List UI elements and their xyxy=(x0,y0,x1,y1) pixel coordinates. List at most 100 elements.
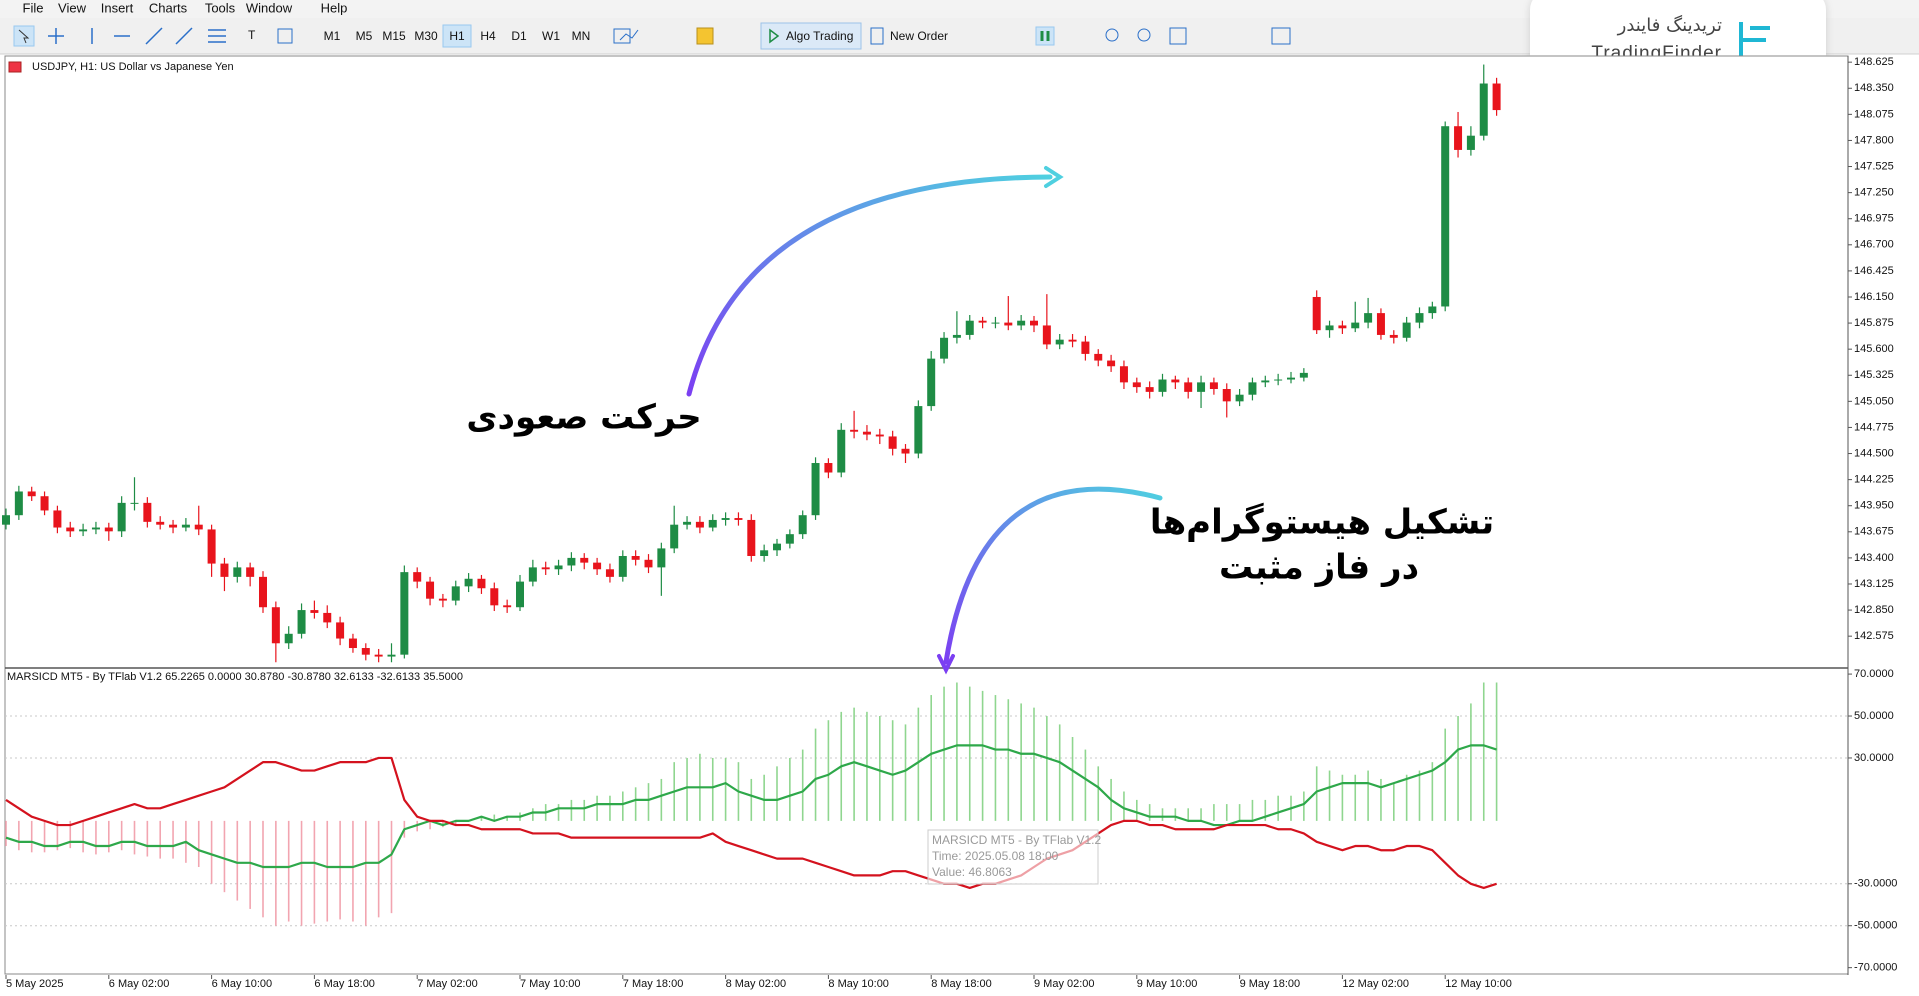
menu-item[interactable]: Window xyxy=(246,0,293,15)
symbol-label: USDJPY, H1: US Dollar vs Japanese Yen xyxy=(32,61,234,73)
candle-body xyxy=(361,648,370,655)
play-icon xyxy=(769,28,780,44)
logo-fa: تریدینگ فایندر xyxy=(1617,14,1722,36)
timeframe-button[interactable]: M15 xyxy=(382,29,406,43)
toolbar-buttons: T M1 M5 M15 M30 H1 H4 D1 W1 MN Algo Trading New Or… xyxy=(13,22,1291,50)
price-tick-label: 144.775 xyxy=(1854,421,1894,433)
new-order-label[interactable]: New Order xyxy=(890,29,948,43)
candle-body xyxy=(181,524,190,528)
time-label: 5 May 2025 xyxy=(6,978,63,990)
time-label: 7 May 10:00 xyxy=(520,978,581,990)
price-tick-label: 147.800 xyxy=(1854,134,1894,146)
menu: File View Insert Charts Tools Window Help xyxy=(23,0,348,15)
candle-body xyxy=(850,429,859,432)
menu-item[interactable]: View xyxy=(58,0,87,15)
timeframe-button[interactable]: MN xyxy=(572,29,591,43)
candle-body xyxy=(1094,353,1103,361)
candle-body xyxy=(1222,389,1231,402)
chart-type[interactable] xyxy=(613,28,631,44)
candle-body xyxy=(1299,372,1308,378)
zoom-out[interactable] xyxy=(1137,28,1151,42)
candle-body xyxy=(117,502,126,532)
time-label: 8 May 10:00 xyxy=(828,978,889,990)
menu-item[interactable]: Help xyxy=(321,0,348,15)
candle-body xyxy=(567,557,576,566)
price-tick-label: 146.700 xyxy=(1854,239,1894,251)
candle-body xyxy=(683,521,692,525)
price-tick-label: 143.125 xyxy=(1854,578,1894,590)
candle-body xyxy=(79,529,88,532)
candle-body xyxy=(1107,360,1116,367)
candle-body xyxy=(952,334,961,338)
timeframe-button[interactable]: H1 xyxy=(449,29,465,43)
timeframe-button[interactable]: H4 xyxy=(480,29,496,43)
candle-body xyxy=(91,527,100,530)
price-tick-label: 147.250 xyxy=(1854,187,1894,199)
algo-trading-label[interactable]: Algo Trading xyxy=(786,29,853,43)
candles-button[interactable] xyxy=(1035,26,1055,46)
tooltip-time: Time: 2025.05.08 18:00 xyxy=(932,849,1059,863)
candle-body xyxy=(901,448,910,454)
candle-body xyxy=(1351,322,1360,329)
candle-body xyxy=(1428,306,1437,314)
screenshot[interactable] xyxy=(1271,27,1291,45)
indicator-tick-label: -30.0000 xyxy=(1854,878,1897,890)
time-label: 9 May 02:00 xyxy=(1034,978,1095,990)
crosshair-icon[interactable] xyxy=(48,28,64,44)
candle-body xyxy=(451,586,460,601)
indicator-label: MARSICD MT5 - By TFlab V1.2 65.2265 0.00… xyxy=(7,671,463,683)
indicators[interactable] xyxy=(696,27,714,45)
cursor-tool[interactable] xyxy=(13,25,35,47)
indicator-tick-label: 30.0000 xyxy=(1854,752,1894,764)
candle-body xyxy=(348,638,357,649)
candle-body xyxy=(220,563,229,577)
drawing-tools[interactable] xyxy=(91,27,226,45)
candle-body xyxy=(259,576,267,608)
price-chart: 148.625 148.350 148.075 147.800 147.525 147.2… xyxy=(2,56,1894,990)
candle-body xyxy=(14,491,23,516)
price-tick-label: 146.150 xyxy=(1854,291,1894,303)
new-order-icon xyxy=(870,27,884,45)
shapes-tool[interactable] xyxy=(277,28,293,44)
candle-body xyxy=(194,524,203,530)
candle-body xyxy=(785,534,794,544)
candle-body xyxy=(438,598,447,601)
menu-item[interactable]: Tools xyxy=(205,0,236,15)
timeframe-button[interactable]: M1 xyxy=(324,29,341,43)
candle-body xyxy=(708,519,717,528)
candle-body xyxy=(760,550,769,556)
candle-body xyxy=(1197,382,1206,392)
zoom-in[interactable] xyxy=(1105,28,1119,42)
timeframe-button[interactable]: M30 xyxy=(414,29,438,43)
candle-body xyxy=(503,605,512,608)
timeframe-button[interactable]: D1 xyxy=(511,29,527,43)
timeframe-button[interactable]: W1 xyxy=(542,29,560,43)
time-label: 6 May 10:00 xyxy=(212,978,273,990)
candle-body xyxy=(27,491,36,497)
annotation-hist-2: در فاز مثبت xyxy=(1219,548,1419,588)
menu-item[interactable]: Insert xyxy=(101,0,134,15)
candle-body xyxy=(940,337,949,359)
time-label: 8 May 18:00 xyxy=(931,978,992,990)
menu-item[interactable]: Charts xyxy=(149,0,188,15)
tile-windows[interactable] xyxy=(1169,27,1187,45)
time-label: 6 May 18:00 xyxy=(314,978,375,990)
time-label: 9 May 10:00 xyxy=(1137,978,1198,990)
candle-body xyxy=(657,548,666,568)
candle-body xyxy=(40,496,49,511)
candle-body xyxy=(156,521,165,525)
menu-item[interactable]: File xyxy=(23,0,44,15)
timeframe-button[interactable]: M5 xyxy=(356,29,373,43)
line-chart-icon[interactable] xyxy=(619,29,639,41)
candle-body xyxy=(1338,325,1347,329)
candle-body xyxy=(516,581,524,608)
candle-body xyxy=(1364,313,1373,323)
candle-body xyxy=(1454,126,1463,150)
candle-body xyxy=(1158,379,1167,392)
text-tool[interactable]: T xyxy=(248,28,256,42)
candle-body xyxy=(233,567,242,577)
candle-body xyxy=(1287,377,1295,380)
price-tick-label: 143.675 xyxy=(1854,526,1894,538)
price-tick-label: 142.850 xyxy=(1854,604,1894,616)
